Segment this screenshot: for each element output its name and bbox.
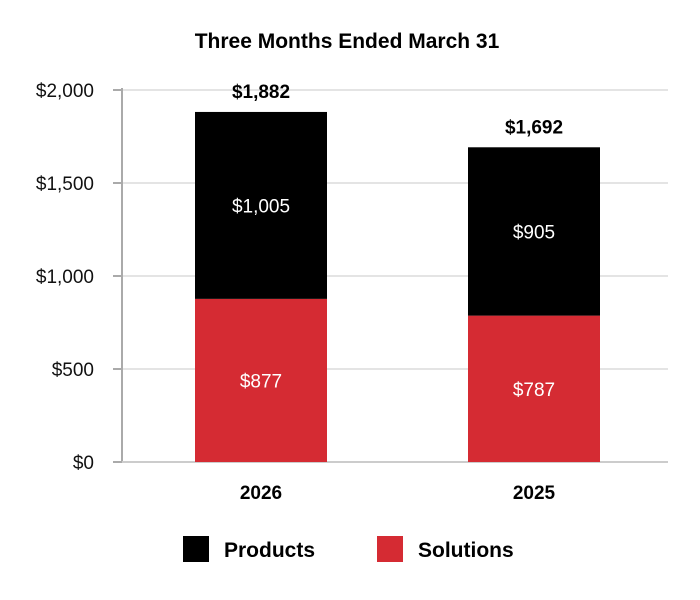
bars	[195, 111, 600, 462]
x-tick-label-2026: 2026	[240, 483, 282, 504]
bar-solutions-2026	[195, 298, 327, 462]
bar-products-2025	[468, 147, 600, 316]
total-label-2026: $1,882	[232, 82, 290, 103]
data-label-solutions-2025: $787	[513, 380, 555, 401]
legend-swatch-solutions	[377, 536, 403, 562]
legend-swatch-products	[183, 536, 209, 562]
y-tick-label: $0	[73, 453, 94, 474]
legend: Products Solutions	[183, 536, 514, 562]
data-labels: $877 $1,005 $1,882 2026 $787 $905 $1,692 2025	[232, 82, 563, 504]
y-tick-label: $1,500	[36, 174, 94, 195]
bar-products-2026	[195, 111, 327, 299]
chart-title: Three Months Ended March 31	[195, 30, 500, 53]
legend-label-products: Products	[224, 539, 315, 562]
data-label-solutions-2026: $877	[240, 371, 282, 392]
y-tick-label: $500	[52, 360, 94, 381]
y-tick-label: $1,000	[36, 267, 94, 288]
data-label-products-2025: $905	[513, 222, 555, 243]
bar-solutions-2025	[468, 315, 600, 462]
legend-label-solutions: Solutions	[418, 539, 514, 562]
total-label-2025: $1,692	[505, 117, 563, 138]
data-label-products-2026: $1,005	[232, 196, 290, 217]
x-tick-label-2025: 2025	[513, 483, 556, 504]
y-tick-label: $2,000	[36, 81, 94, 102]
